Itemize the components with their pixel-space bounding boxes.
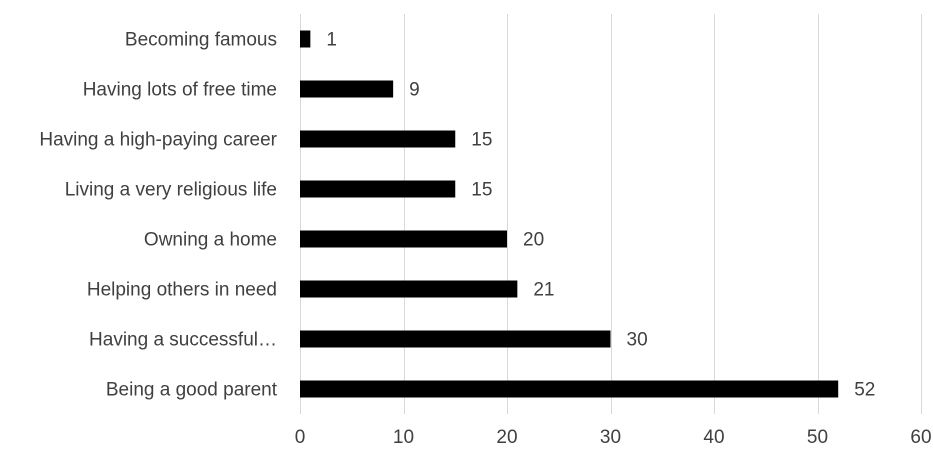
bar-7: [300, 330, 611, 348]
category-label-2: Having lots of free time: [83, 80, 277, 101]
x-tick-label-30: 30: [600, 427, 621, 448]
category-labels: Becoming famous Having lots of free time H…: [39, 30, 277, 401]
x-tick-label-10: 10: [393, 427, 414, 448]
bar-6: [300, 280, 518, 298]
x-tick-label-40: 40: [703, 427, 724, 448]
category-label-1: Becoming famous: [125, 30, 277, 51]
data-label-7: 30: [627, 330, 648, 351]
bar-1: [300, 30, 311, 48]
bar-2: [300, 80, 394, 98]
data-label-8: 52: [854, 380, 875, 401]
x-tick-label-50: 50: [807, 427, 828, 448]
data-label-2: 9: [409, 80, 420, 101]
x-tick-labels: 0 10 20 30 40 50 60: [295, 427, 932, 448]
data-label-3: 15: [471, 130, 492, 151]
x-tick-label-20: 20: [496, 427, 517, 448]
category-label-8: Being a good parent: [106, 380, 278, 401]
data-label-1: 1: [326, 30, 337, 51]
bar-4: [300, 180, 456, 198]
bars: [300, 30, 839, 398]
category-label-4: Living a very religious life: [65, 180, 277, 201]
category-label-5: Owning a home: [144, 230, 277, 251]
data-label-5: 20: [523, 230, 544, 251]
category-label-7: Having a successful…: [89, 330, 277, 351]
x-tick-label-0: 0: [295, 427, 306, 448]
bar-8: [300, 380, 839, 398]
data-label-4: 15: [471, 180, 492, 201]
category-label-3: Having a high-paying career: [39, 130, 277, 151]
data-label-6: 21: [533, 280, 554, 301]
bar-5: [300, 230, 507, 248]
gridlines: [300, 14, 922, 414]
bar-3: [300, 130, 456, 148]
category-label-6: Helping others in need: [87, 280, 277, 301]
x-tick-label-60: 60: [910, 427, 931, 448]
data-labels: 1 9 15 15 20 21 30 52: [326, 30, 875, 401]
